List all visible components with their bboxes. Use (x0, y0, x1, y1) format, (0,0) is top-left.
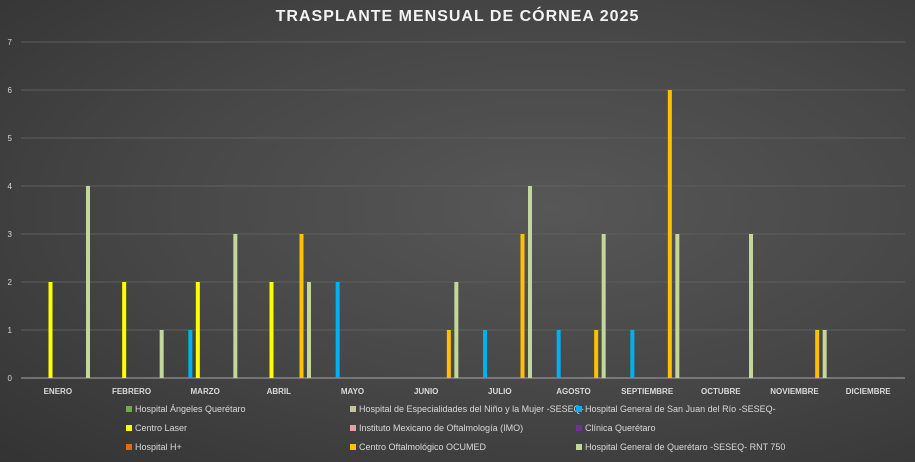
legend-item: Centro Oftalmológico OCUMED (350, 442, 486, 452)
legend-swatch (350, 406, 356, 412)
bar (195, 282, 200, 378)
legend-swatch (126, 444, 132, 450)
x-tick-label: SEPTIEMBRE (621, 387, 674, 396)
bar (188, 330, 193, 378)
bar (454, 282, 459, 378)
legend-label: Hospital H+ (135, 442, 182, 452)
legend-item: Centro Laser (126, 423, 187, 433)
legend-label: Instituto Mexicano de Oftalmología (IMO) (359, 423, 524, 433)
bar (335, 282, 340, 378)
y-tick-label: 0 (8, 374, 13, 383)
x-tick-label: JUNIO (414, 387, 438, 396)
bar (48, 282, 53, 378)
legend-swatch (576, 444, 582, 450)
legend-swatch (126, 406, 132, 412)
legend-swatch (350, 444, 356, 450)
bar (749, 234, 753, 378)
bar (601, 234, 606, 378)
y-tick-label: 3 (8, 230, 13, 239)
legend-label: Centro Oftalmológico OCUMED (359, 442, 487, 452)
legend-swatch (350, 425, 356, 431)
x-tick-label: JULIO (488, 387, 512, 396)
x-tick-label: ABRIL (267, 387, 292, 396)
bar (446, 330, 451, 378)
bar (122, 282, 127, 378)
bar (594, 330, 599, 378)
bar (269, 282, 274, 378)
legend-item: Instituto Mexicano de Oftalmología (IMO) (350, 423, 523, 433)
bar (822, 330, 827, 378)
legend-item: Hospital Ángeles Querétaro (126, 404, 246, 414)
bar (159, 330, 164, 378)
legend-swatch (576, 406, 582, 412)
bar (233, 234, 238, 378)
bar (86, 186, 90, 378)
bar (307, 282, 311, 378)
bar (556, 330, 561, 378)
x-tick-label: ENERO (44, 387, 72, 396)
legend-item: Hospital General de Querétaro -SESEQ- RN… (576, 442, 785, 452)
y-tick-label: 7 (8, 38, 13, 47)
legend-item: Clínica Querétaro (576, 423, 656, 433)
legend-item: Hospital H+ (126, 442, 182, 452)
y-tick-label: 4 (8, 182, 13, 191)
bar (299, 234, 304, 378)
legend-label: Centro Laser (135, 423, 188, 433)
x-tick-label: MARZO (191, 387, 220, 396)
legend-label: Hospital Ángeles Querétaro (135, 404, 246, 414)
y-tick-label: 2 (8, 278, 13, 287)
legend-label: Hospital General de Querétaro -SESEQ- RN… (585, 442, 786, 452)
x-tick-label: NOVIEMBRE (770, 387, 819, 396)
bar (483, 330, 487, 378)
legend-label: Clínica Querétaro (585, 423, 656, 433)
x-tick-label: AGOSTO (556, 387, 591, 396)
y-tick-label: 6 (8, 86, 13, 95)
legend-swatch (126, 425, 132, 431)
bar (630, 330, 635, 378)
legend-label: Hospital de Especialidades del Niño y la… (359, 404, 584, 414)
x-tick-label: OCTUBRE (701, 387, 741, 396)
x-tick-label: MAYO (341, 387, 364, 396)
bar (675, 234, 680, 378)
chart-plot: 0 1 2 3 4 5 6 7 ENERO FEBRERO MARZO ABRIL MAYO JUNIO J… (8, 38, 905, 396)
legend-item: Hospital General de San Juan del Río -SE… (576, 404, 776, 414)
bar (520, 234, 525, 378)
chart-title: TRASPLANTE MENSUAL DE CÓRNEA 2025 (275, 8, 640, 25)
bar (815, 330, 820, 378)
x-tick-label: DICIEMBRE (846, 387, 892, 396)
y-tick-label: 5 (8, 134, 13, 143)
bar (667, 90, 672, 378)
y-tick-label: 1 (8, 326, 13, 335)
bar (528, 186, 532, 378)
x-tick-label: FEBRERO (112, 387, 151, 396)
legend-label: Hospital General de San Juan del Río -SE… (585, 404, 776, 414)
legend-item: Hospital de Especialidades del Niño y la… (350, 404, 584, 414)
legend-swatch (576, 425, 582, 431)
